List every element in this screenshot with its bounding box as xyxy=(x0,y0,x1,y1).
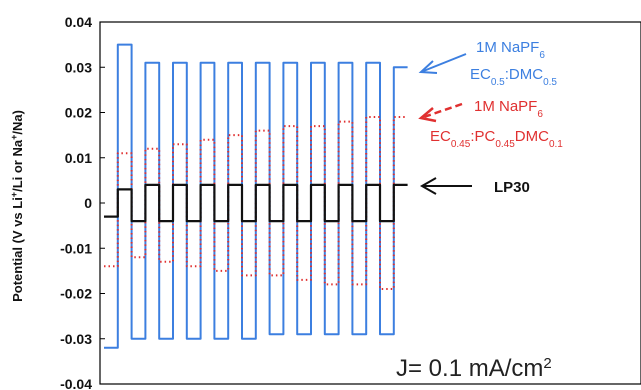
y-axis-label-sup-1: + xyxy=(9,192,19,197)
annotation-naPF6-ec-pc-dmc-solvent-1-sub: 0.45 xyxy=(451,139,471,150)
y-axis-label-sup-2: + xyxy=(9,135,19,140)
plot-area-frame xyxy=(99,21,641,385)
annotation-naPF6-ec-dmc-salt-sub: 6 xyxy=(539,50,545,61)
y-axis-ticks: 0.04 0.03 0.02 0.01 0 -0.01 -0.02 -0.03 -0.04 xyxy=(60,14,105,390)
series-lp30 xyxy=(104,183,408,223)
annotation-naPF6-ec-pc-dmc: 1M NaPF6 EC0.45:PC0.45DMC0.1 xyxy=(418,98,563,150)
annotation-naPF6-ec-dmc-solvent-2-sub: 0.5 xyxy=(543,77,557,88)
annotation-naPF6-ec-dmc-solvent-2: :DMC xyxy=(505,66,543,83)
current-density-annotation: J= 0.1 mA/cm2 xyxy=(396,355,552,383)
annotation-naPF6-ec-pc-dmc-solvent-3-sub: 0.1 xyxy=(549,139,563,150)
annotation-naPF6-ec-pc-dmc-salt-sub: 6 xyxy=(537,109,543,120)
annotation-naPF6-ec-pc-dmc-solvent-2: :PC xyxy=(470,128,495,145)
series-layer xyxy=(104,43,408,349)
annotation-naPF6-ec-dmc: 1M NaPF6 EC0.5:DMC0.5 xyxy=(418,39,557,88)
y-tick-label: 0.03 xyxy=(65,59,92,75)
annotation-lp30: LP30 xyxy=(419,177,530,196)
annotation-naPF6-ec-pc-dmc-solvent-3: DMC xyxy=(515,128,549,145)
y-tick-label: 0.04 xyxy=(65,14,92,30)
series-line-lp30 xyxy=(104,183,408,223)
y-tick-label: 0 xyxy=(84,195,92,211)
y-axis-label-part-b: /Li or Na xyxy=(10,139,25,192)
annotation-naPF6-ec-pc-dmc-salt: 1M NaPF xyxy=(474,98,537,115)
y-tick-label: -0.02 xyxy=(60,286,92,302)
y-tick-label: -0.01 xyxy=(60,240,92,256)
annotation-lp30-label: LP30 xyxy=(494,179,530,196)
annotation-lp30-arrowhead xyxy=(419,177,437,195)
current-density-text: J= 0.1 mA/cm xyxy=(396,355,543,382)
annotation-naPF6-ec-dmc-arrow xyxy=(420,53,467,73)
y-tick-label: -0.03 xyxy=(60,331,92,347)
current-density-sup: 2 xyxy=(543,355,551,372)
annotation-naPF6-ec-pc-dmc-solvent-2-sub: 0.45 xyxy=(495,139,515,150)
annotation-naPF6-ec-dmc-line2: EC0.5:DMC0.5 xyxy=(470,66,557,88)
annotation-naPF6-ec-pc-dmc-arrow xyxy=(420,102,463,120)
annotation-naPF6-ec-dmc-solvent-1: EC xyxy=(470,66,491,83)
annotation-naPF6-ec-dmc-line1: 1M NaPF6 xyxy=(476,39,545,61)
annotation-naPF6-ec-pc-dmc-arrowhead xyxy=(418,107,437,123)
annotation-naPF6-ec-pc-dmc-line1: 1M NaPF6 xyxy=(474,98,543,120)
annotation-naPF6-ec-pc-dmc-solvent-1: EC xyxy=(430,128,451,145)
y-tick-label: 0.02 xyxy=(65,105,92,121)
y-tick-label: -0.04 xyxy=(60,376,92,390)
y-axis-label-part-a: Potential (V vs Li xyxy=(10,197,25,302)
y-tick-label: 0.01 xyxy=(65,150,92,166)
annotation-naPF6-ec-dmc-salt: 1M NaPF xyxy=(476,39,539,56)
y-axis-label-part-c: /Na) xyxy=(10,110,25,135)
annotation-naPF6-ec-dmc-solvent-1-sub: 0.5 xyxy=(491,77,505,88)
annotation-naPF6-ec-dmc-arrowhead xyxy=(418,60,438,74)
y-axis-label: Potential (V vs Li+/Li or Na+/Na) xyxy=(9,110,25,302)
annotation-naPF6-ec-pc-dmc-line2: EC0.45:PC0.45DMC0.1 xyxy=(430,128,563,150)
